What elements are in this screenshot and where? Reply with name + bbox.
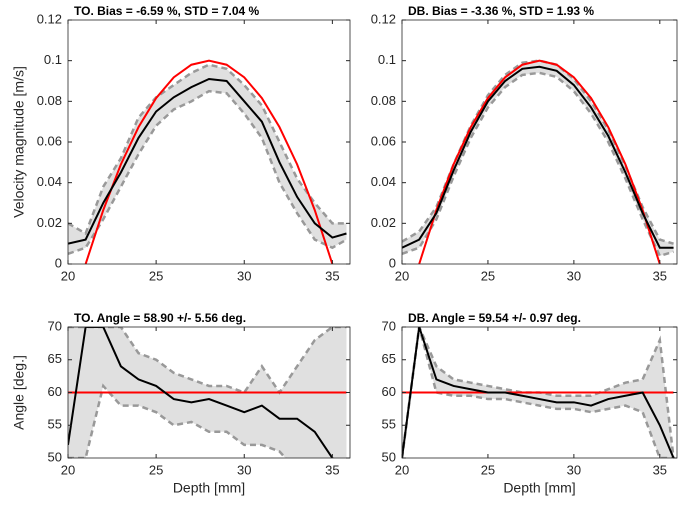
y-tick-label: 60 <box>382 384 396 399</box>
x-tick-label: 35 <box>325 462 339 477</box>
x-tick-label: 20 <box>61 462 75 477</box>
x-tick-label: 35 <box>653 268 667 283</box>
x-tick-label: 25 <box>481 268 495 283</box>
y-tick-label: 60 <box>48 384 62 399</box>
series-line <box>68 63 347 236</box>
subplot: 0 0.02 0.04 0.06 0.08 0.1 0.12 20 25 30 35 TO. Bias… <box>11 4 351 283</box>
y-tick-label: 70 <box>48 318 62 333</box>
y-tick-label: 0.06 <box>371 133 396 148</box>
y-tick-label: 0.08 <box>371 93 396 108</box>
subplot: 50 55 60 65 70 20 25 30 35 DB. Angle = 59.54 +/- … <box>382 311 678 496</box>
y-tick-label: 0.12 <box>371 11 396 26</box>
series-line <box>402 65 674 249</box>
plot-content <box>402 327 675 458</box>
x-tick-label: 20 <box>395 462 409 477</box>
series-line <box>402 327 675 458</box>
x-tick-label: 35 <box>653 462 667 477</box>
y-tick-label: 0.12 <box>37 11 62 26</box>
y-tick-label: 0.1 <box>44 52 62 67</box>
y-axis-label: Angle [deg.] <box>11 355 27 430</box>
y-tick-label: 0.02 <box>37 215 62 230</box>
y-tick-label: 0 <box>55 255 62 270</box>
subplot: 0 0.02 0.04 0.06 0.08 0.1 0.12 20 25 30 35 DB. Bias… <box>371 4 678 283</box>
series-line <box>402 71 674 258</box>
plot-content <box>402 59 674 264</box>
y-tick-label: 50 <box>48 449 62 464</box>
y-tick-label: 50 <box>382 449 396 464</box>
y-tick-label: 0.04 <box>371 174 396 189</box>
plot-content <box>68 59 348 264</box>
series-line <box>418 59 661 264</box>
series-line <box>68 327 347 395</box>
y-tick-label: 0.04 <box>37 174 62 189</box>
y-tick-label: 70 <box>382 318 396 333</box>
series-line <box>68 89 348 256</box>
x-tick-label: 20 <box>61 268 75 283</box>
subplot-title: DB. Bias = -3.36 %, STD = 1.93 % <box>408 4 594 18</box>
series-line <box>68 327 334 458</box>
y-tick-label: 0.08 <box>37 93 62 108</box>
subplot: 50 55 60 65 70 20 25 30 35 TO. Angle = 58.90 +/- … <box>11 311 351 496</box>
subplot-title: DB. Angle = 59.54 +/- 0.97 deg. <box>408 311 581 325</box>
series-line <box>402 327 674 458</box>
series-line <box>68 383 288 458</box>
y-tick-label: 65 <box>382 351 396 366</box>
y-tick-label: 0.02 <box>371 215 396 230</box>
x-tick-label: 20 <box>395 268 409 283</box>
x-tick-label: 30 <box>237 268 251 283</box>
x-tick-label: 25 <box>481 462 495 477</box>
y-tick-label: 55 <box>48 417 62 432</box>
y-axis-label: Velocity magnitude [m/s] <box>11 66 27 218</box>
plot-content <box>68 327 347 458</box>
y-tick-label: 0.1 <box>378 52 396 67</box>
x-tick-label: 25 <box>149 462 163 477</box>
subplot-title: TO. Angle = 58.90 +/- 5.56 deg. <box>74 311 246 325</box>
x-tick-label: 30 <box>567 462 581 477</box>
series-line <box>84 59 334 264</box>
series-line <box>68 77 347 245</box>
x-tick-label: 25 <box>149 268 163 283</box>
plot-area <box>402 20 677 264</box>
subplot-title: TO. Bias = -6.59 %, STD = 7.04 % <box>74 4 260 18</box>
x-axis-label: Depth [mm] <box>503 480 575 496</box>
y-tick-label: 55 <box>382 417 396 432</box>
y-tick-label: 65 <box>48 351 62 366</box>
x-axis-label: Depth [mm] <box>173 480 245 496</box>
y-tick-label: 0.06 <box>37 133 62 148</box>
x-tick-label: 30 <box>237 462 251 477</box>
x-tick-label: 30 <box>567 268 581 283</box>
y-tick-label: 0 <box>389 255 396 270</box>
x-tick-label: 35 <box>325 268 339 283</box>
